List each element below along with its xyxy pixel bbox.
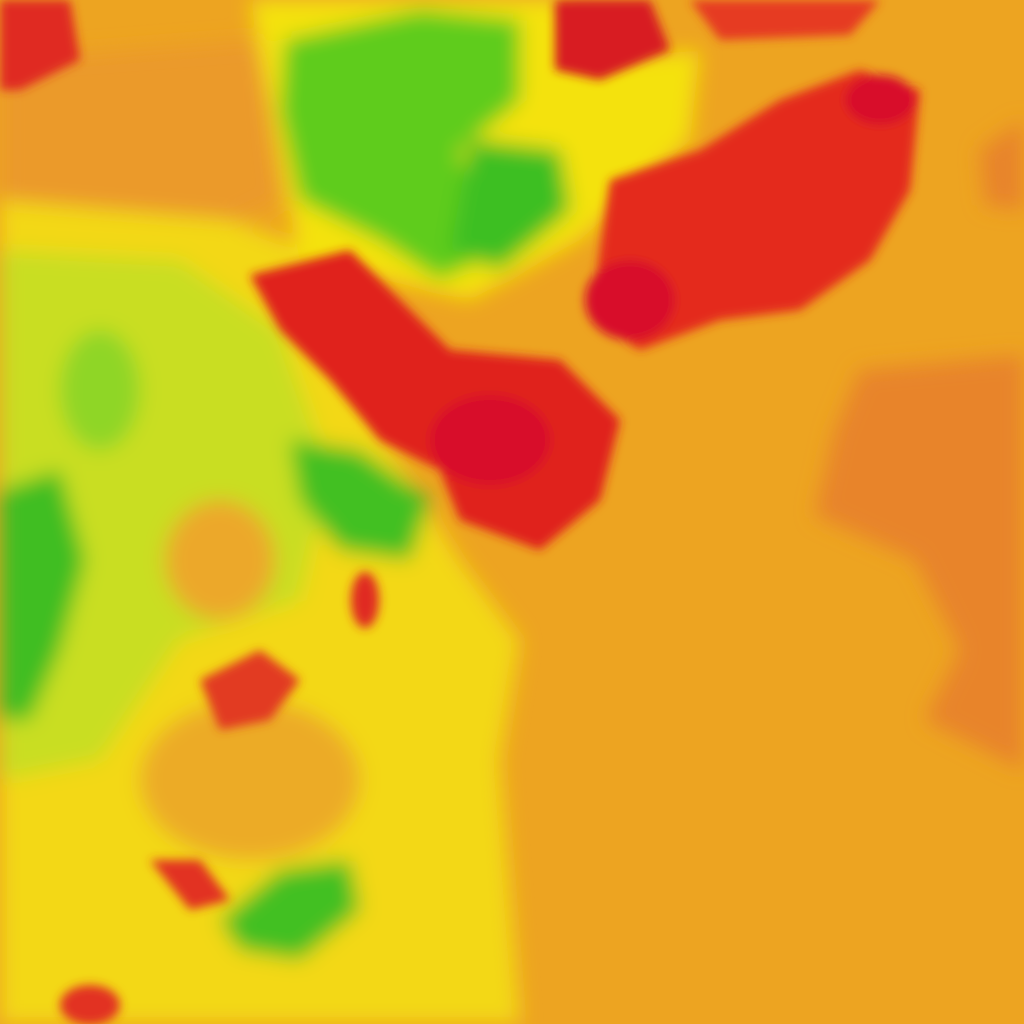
region-red [690, 0, 880, 40]
region-dark-orange [980, 120, 1024, 210]
region-red [351, 572, 379, 628]
region-green [60, 330, 140, 450]
region-red [150, 860, 230, 910]
region-red [0, 0, 80, 90]
region-red-core [845, 75, 915, 125]
region-red [555, 0, 670, 80]
region-green [220, 860, 360, 960]
region-red-core [585, 260, 675, 340]
region-orange [165, 500, 275, 620]
region-green [0, 470, 85, 720]
hot-layer [0, 0, 920, 1024]
region-orange [140, 700, 360, 860]
region-red-core [430, 395, 550, 485]
region-red [200, 650, 300, 730]
region-green [450, 140, 570, 270]
region-orange [0, 40, 280, 240]
region-dark-orange [815, 355, 1024, 770]
region-green [290, 440, 430, 560]
region-red [590, 70, 920, 350]
region-red [60, 985, 120, 1024]
